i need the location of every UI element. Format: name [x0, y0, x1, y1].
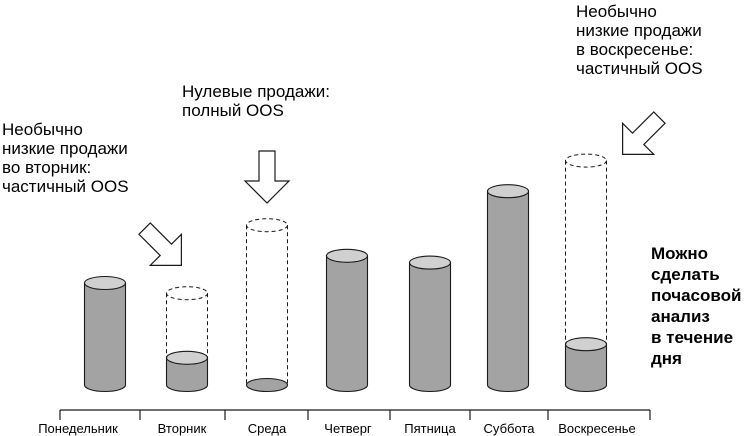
expected-outline — [565, 160, 607, 345]
bar-top — [486, 184, 530, 199]
bar-body — [486, 190, 530, 393]
bar-1 — [83, 275, 127, 393]
expected-outline — [166, 293, 208, 358]
expected-top — [166, 286, 208, 301]
hourly-analysis-note: Можно сделать почасовой анализ в течение… — [651, 244, 742, 368]
x-tick-label: Вторник — [158, 421, 207, 436]
bar-top — [165, 350, 209, 365]
arrows-layer — [138, 111, 666, 266]
x-tick-label: Четверг — [324, 421, 372, 436]
bar-body — [325, 255, 369, 393]
bars-layer — [83, 153, 608, 393]
annotation-sunday: Необычно низкие продажи в воскресенье: ч… — [576, 2, 703, 78]
arrow-sunday — [622, 111, 666, 155]
bar-body — [564, 343, 608, 393]
bar-top — [83, 275, 127, 291]
bar-top — [325, 248, 369, 263]
x-axis-ticks — [59, 410, 651, 420]
x-tick-label: Пятница — [404, 421, 456, 436]
x-tick-label: Понедельник — [38, 421, 118, 436]
bar-4 — [325, 248, 369, 393]
x-axis-labels: Понедельник Вторник Среда Четверг Пятница Суб… — [38, 421, 636, 436]
bar-7 — [564, 153, 608, 393]
expected-outline — [246, 225, 288, 385]
x-tick-label: Воскресенье — [558, 421, 635, 436]
bar-body — [165, 357, 209, 393]
annotation-tuesday: Необычно низкие продажи во вторник: част… — [2, 120, 129, 196]
x-tick-label: Среда — [248, 421, 287, 436]
bar-body — [408, 262, 452, 393]
arrow-wednesday — [243, 150, 291, 204]
expected-top — [565, 153, 607, 168]
bar-5 — [408, 255, 452, 393]
bar-body — [83, 282, 127, 393]
arrow-tuesday — [138, 222, 182, 266]
annotation-wednesday: Нулевые продажи: полный OOS — [182, 82, 330, 120]
bar-top — [564, 337, 608, 352]
bar-6 — [486, 184, 530, 393]
bar-top — [408, 255, 452, 270]
bar-top — [245, 377, 289, 393]
x-tick-label: Суббота — [484, 421, 536, 436]
expected-top — [246, 218, 288, 233]
bar-2 — [165, 286, 209, 393]
bar-3 — [245, 218, 289, 393]
